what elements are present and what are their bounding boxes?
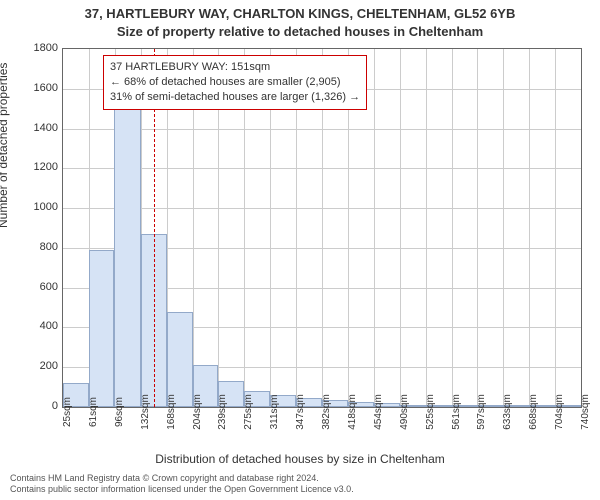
y-tick-label: 200 bbox=[18, 360, 58, 372]
x-tick-label: 454sqm bbox=[373, 394, 384, 430]
reference-annotation: 37 HARTLEBURY WAY: 151sqm ← 68% of detac… bbox=[103, 55, 367, 110]
x-tick-label: 525sqm bbox=[425, 394, 436, 430]
x-tick-label: 204sqm bbox=[192, 394, 203, 430]
y-axis-label: Number of detached properties bbox=[0, 63, 10, 228]
y-tick-label: 1200 bbox=[18, 161, 58, 173]
x-tick-label: 275sqm bbox=[243, 394, 254, 430]
chart-container: 37, HARTLEBURY WAY, CHARLTON KINGS, CHEL… bbox=[0, 0, 600, 500]
y-tick-label: 1600 bbox=[18, 82, 58, 94]
x-tick-label: 633sqm bbox=[502, 394, 513, 430]
y-tick-label: 600 bbox=[18, 281, 58, 293]
annotation-line-1: 37 HARTLEBURY WAY: 151sqm bbox=[110, 60, 360, 75]
x-tick-label: 490sqm bbox=[399, 394, 410, 430]
x-tick-label: 347sqm bbox=[295, 394, 306, 430]
x-tick-label: 668sqm bbox=[528, 394, 539, 430]
gridline-v bbox=[400, 49, 401, 407]
y-tick-label: 1400 bbox=[18, 122, 58, 134]
gridline-v bbox=[555, 49, 556, 407]
y-tick-label: 1000 bbox=[18, 201, 58, 213]
y-tick-label: 0 bbox=[18, 400, 58, 412]
footer: Contains HM Land Registry data © Crown c… bbox=[10, 473, 590, 496]
x-tick-label: 96sqm bbox=[114, 397, 125, 427]
x-tick-label: 597sqm bbox=[476, 394, 487, 430]
x-tick-label: 61sqm bbox=[88, 397, 99, 427]
gridline-v bbox=[452, 49, 453, 407]
gridline-v bbox=[529, 49, 530, 407]
x-tick-label: 239sqm bbox=[217, 394, 228, 430]
gridline-v bbox=[426, 49, 427, 407]
x-tick-label: 740sqm bbox=[580, 394, 591, 430]
footer-line-1: Contains HM Land Registry data © Crown c… bbox=[10, 473, 590, 485]
x-tick-label: 311sqm bbox=[269, 395, 280, 430]
annotation-line-3: 31% of semi-detached houses are larger (… bbox=[110, 90, 360, 105]
x-tick-label: 132sqm bbox=[140, 394, 151, 430]
gridline-v bbox=[477, 49, 478, 407]
histogram-bar bbox=[167, 312, 193, 407]
x-tick-label: 168sqm bbox=[166, 394, 177, 430]
title-line-2: Size of property relative to detached ho… bbox=[0, 24, 600, 39]
histogram-bar bbox=[89, 250, 114, 407]
x-tick-label: 25sqm bbox=[62, 397, 73, 427]
gridline-v bbox=[503, 49, 504, 407]
x-tick-label: 561sqm bbox=[451, 394, 462, 430]
y-tick-label: 800 bbox=[18, 241, 58, 253]
y-tick-label: 1800 bbox=[18, 42, 58, 54]
annotation-line-2: ← 68% of detached houses are smaller (2,… bbox=[110, 75, 360, 90]
histogram-bar bbox=[114, 97, 140, 407]
title-line-1: 37, HARTLEBURY WAY, CHARLTON KINGS, CHEL… bbox=[0, 6, 600, 21]
x-tick-label: 704sqm bbox=[554, 394, 565, 430]
plot-area: 37 HARTLEBURY WAY: 151sqm ← 68% of detac… bbox=[62, 48, 582, 408]
x-tick-label: 418sqm bbox=[347, 394, 358, 430]
x-tick-label: 382sqm bbox=[321, 394, 332, 430]
x-axis-label: Distribution of detached houses by size … bbox=[0, 452, 600, 466]
y-tick-label: 400 bbox=[18, 320, 58, 332]
footer-line-2: Contains public sector information licen… bbox=[10, 484, 590, 496]
gridline-v bbox=[374, 49, 375, 407]
